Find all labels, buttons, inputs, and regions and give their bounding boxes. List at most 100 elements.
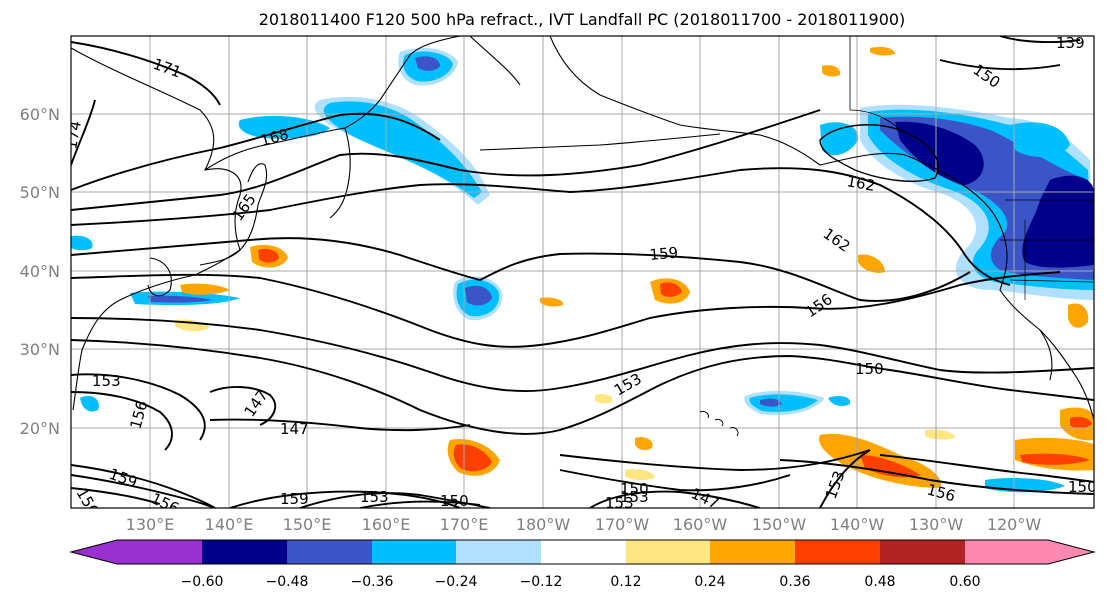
- fill-jp-red: [258, 248, 279, 263]
- lon-label-130w: 130°W: [909, 515, 964, 534]
- colorbar-tick-0: −0.60: [181, 574, 224, 590]
- contour-159: [71, 237, 971, 302]
- contour-162: [71, 167, 1011, 286]
- lon-label-150e: 150°E: [283, 515, 332, 534]
- contour-147b: [209, 418, 471, 432]
- contour-168: [71, 112, 441, 191]
- contour-153c: [559, 449, 871, 471]
- fill-oregon-navy: [1022, 175, 1094, 268]
- colorbar-seg-6: [626, 540, 710, 564]
- lon-label-140e: 140°E: [205, 515, 254, 534]
- colorbar-tick-9: 0.60: [949, 574, 980, 590]
- coast-japan: [199, 163, 268, 266]
- fill-subtrop-cyan2: [828, 396, 851, 406]
- colorbar-seg-2: [287, 540, 372, 564]
- graticule: [71, 36, 1094, 508]
- colorbar-seg-10: [965, 540, 1094, 564]
- figure-title: 2018011400 F120 500 hPa refract., IVT La…: [259, 10, 906, 29]
- lat-label-30n: 30°N: [20, 340, 60, 359]
- contour-150c: [359, 500, 481, 508]
- coastlines: [71, 36, 1094, 437]
- contour-labels: 171 174 168 165 162 162 159 156 153 150 …: [71, 34, 1094, 512]
- fill-ne-orange: [858, 254, 885, 273]
- clabel-147b: 147: [280, 420, 309, 438]
- colorbar-outline: [69, 539, 1096, 565]
- fill-small-orange2: [625, 469, 655, 481]
- colorbar-seg-0: [71, 540, 202, 564]
- fill-hi-red: [660, 282, 682, 297]
- lat-label-40n: 40°N: [20, 262, 60, 281]
- fill-bc-cyan: [1010, 122, 1070, 157]
- clabel-150m: 150: [620, 480, 649, 498]
- map-frame: [70, 35, 1095, 509]
- colorbar-tick-4: −0.12: [520, 574, 563, 590]
- fill-jp-orange2: [180, 283, 230, 295]
- fill-kam-cyan: [323, 101, 482, 198]
- fill-east-red: [860, 455, 920, 478]
- fill-small-orange3: [822, 65, 841, 77]
- border-states: [1000, 220, 1094, 300]
- contour-156b: [71, 391, 173, 451]
- fill-small-yellow: [925, 429, 955, 440]
- colorbar-tick-5: 0.12: [610, 574, 641, 590]
- lon-label-180w: 180°W: [516, 515, 571, 534]
- fill-subtrop-blue: [760, 398, 782, 407]
- contour-153a: [71, 317, 1094, 392]
- fill-wpac-cyan: [71, 235, 93, 251]
- colorbar-tick-8: 0.48: [864, 574, 895, 590]
- lat-label-50n: 50°N: [20, 183, 60, 202]
- contour-150: [71, 339, 1094, 435]
- clabel-153s: 153: [360, 488, 389, 506]
- contour-171: [71, 41, 221, 106]
- colorbar-seg-3: [372, 540, 457, 564]
- colorbar-seg-1: [202, 540, 287, 564]
- fill-japan-blue: [148, 295, 212, 303]
- contour-150b: [879, 454, 1094, 483]
- fill-small-yellow3: [540, 297, 564, 307]
- fill-small-orange1: [635, 437, 653, 451]
- refractivity-contours: [71, 36, 1094, 508]
- clabel-153w: 153: [92, 372, 121, 390]
- contour-ne-159: [939, 59, 1061, 71]
- lon-label-140w: 140°W: [830, 515, 885, 534]
- contour-153d: [819, 449, 871, 508]
- contour-pnw-ring: [819, 124, 939, 182]
- contour-139: [999, 36, 1081, 43]
- contour-174: [71, 99, 96, 166]
- contour-147a: [209, 386, 277, 426]
- coast-chukotka: [379, 36, 461, 101]
- clabel-162a: 162: [845, 172, 876, 195]
- latitude-axis: 60°N 50°N 40°N 30°N 20°N: [20, 105, 60, 438]
- coast-alaska: [549, 36, 821, 166]
- contour-153e: [71, 474, 216, 508]
- lat-label-60n: 60°N: [20, 105, 60, 124]
- contour-147c: [559, 469, 791, 492]
- lon-label-160e: 160°E: [362, 515, 411, 534]
- coast-hawaii: [699, 411, 739, 437]
- colorbar-tick-2: −0.36: [351, 574, 394, 590]
- clabel-159: 159: [649, 244, 679, 264]
- clabel-150: 150: [855, 360, 884, 378]
- fill-subtrop-cyan: [749, 394, 818, 412]
- lon-label-160w: 160°W: [673, 515, 728, 534]
- colorbar-tick-6: 0.24: [694, 574, 725, 590]
- coast-canada: [819, 152, 1094, 421]
- colorbar: −0.60 −0.48 −0.36 −0.24 −0.12 0.12 0.24 …: [69, 539, 1096, 590]
- lat-label-20n: 20°N: [20, 419, 60, 438]
- clabel-139: 139: [1056, 34, 1085, 52]
- contour-159a: [71, 464, 216, 508]
- fill-far-red2: [1070, 416, 1092, 429]
- coast-kamchatka: [329, 127, 351, 219]
- clabel-153b: 153: [605, 494, 634, 512]
- coast-baja: [1039, 329, 1053, 381]
- coast-asia-east: [71, 47, 242, 411]
- colorbar-seg-8: [795, 540, 880, 564]
- lon-label-170w: 170°W: [595, 515, 650, 534]
- fill-wpac-low: [80, 395, 99, 412]
- contour-156d: [71, 487, 161, 505]
- contour-153b: [71, 373, 206, 441]
- fill-ca-orange: [1068, 303, 1089, 328]
- clabel-153m: 153: [620, 488, 649, 506]
- contour-156c: [779, 459, 1094, 495]
- fill-far-red: [1020, 453, 1090, 465]
